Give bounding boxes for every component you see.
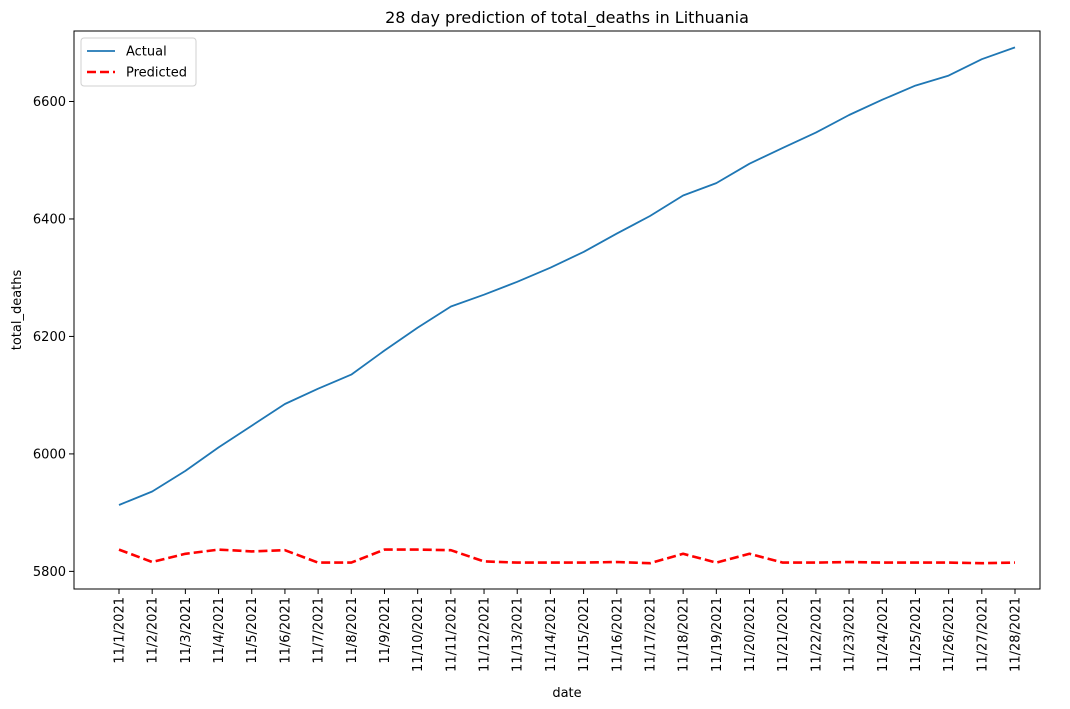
legend-box [80,37,197,87]
x-tick-label: 11/10/2021 [411,597,426,672]
chart-title: 28 day prediction of total_deaths in Lit… [385,8,749,28]
x-tick-label: 11/28/2021 [1009,597,1024,672]
x-axis: 11/1/2021 11/2/2021 11/3/2021 11/4/2021 11/5… [113,589,1024,672]
x-tick-label: 11/20/2021 [743,597,758,672]
x-tick-label: 11/25/2021 [909,597,924,672]
series-layer [118,46,1016,565]
x-tick-label: 11/1/2021 [113,597,128,664]
legend: Actual Predicted [80,37,197,87]
series-line-actual [118,46,1016,506]
x-tick-label: 11/4/2021 [212,597,227,664]
y-axis-title: total_deaths [10,270,25,351]
x-tick-label: 11/17/2021 [643,597,658,672]
legend-label-predicted: Predicted [126,66,187,81]
x-axis-title: date [552,686,581,701]
x-tick-label: 11/9/2021 [378,597,393,664]
x-tick-label: 11/7/2021 [312,597,327,664]
y-tick-label: 6400 [33,212,66,227]
x-tick-label: 11/23/2021 [843,597,858,672]
x-tick-label: 11/19/2021 [710,597,725,672]
x-tick-label: 11/5/2021 [245,597,260,664]
x-tick-label: 11/8/2021 [345,597,360,664]
x-tick-label: 11/26/2021 [942,597,957,672]
y-tick-label: 5800 [33,565,66,580]
x-tick-label: 11/21/2021 [776,597,791,672]
x-tick-label: 11/16/2021 [610,597,625,672]
x-tick-label: 11/18/2021 [677,597,692,672]
x-tick-label: 11/15/2021 [577,597,592,672]
x-tick-label: 11/12/2021 [478,597,493,672]
legend-label-actual: Actual [126,45,167,60]
x-tick-label: 11/6/2021 [278,597,293,664]
x-tick-label: 11/13/2021 [511,597,526,672]
series-line-predicted [118,548,1016,565]
plot-area [73,30,1041,590]
y-tick-label: 6200 [33,330,66,345]
y-tick-label: 6600 [33,95,66,110]
x-tick-label: 11/22/2021 [809,597,824,672]
x-tick-label: 11/11/2021 [444,597,459,672]
x-tick-label: 11/3/2021 [179,597,194,664]
y-tick-label: 6000 [33,447,66,462]
y-axis: 5800 6000 6200 6400 6600 [33,95,74,580]
x-tick-label: 11/27/2021 [975,597,990,672]
x-tick-label: 11/14/2021 [544,597,559,672]
x-tick-label: 11/2/2021 [146,597,161,664]
x-tick-label: 11/24/2021 [876,597,891,672]
